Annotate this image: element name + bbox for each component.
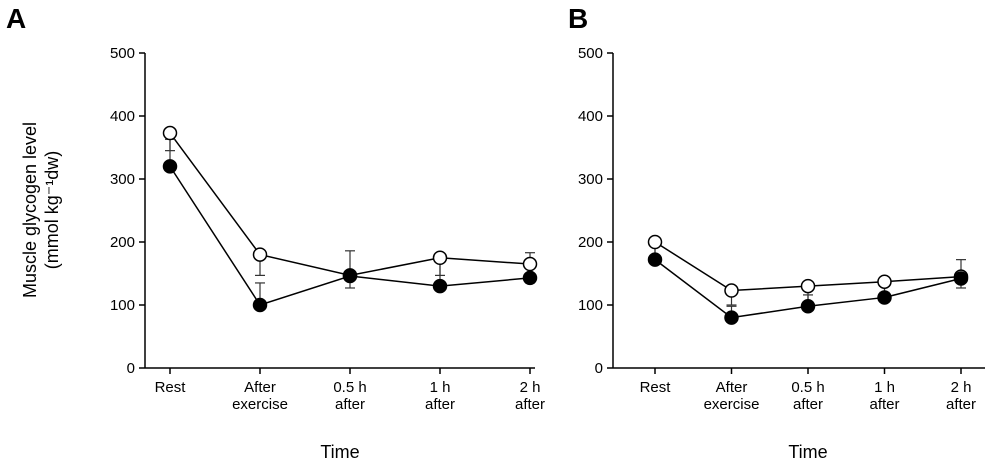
- x-tick-label-b-3: 1 h after: [869, 379, 899, 413]
- y-axis-title: Muscle glycogen level (mmol kg⁻¹dw): [20, 122, 62, 298]
- data-point-a-open-1: [252, 247, 268, 262]
- y-tick-label-b-3: 300: [578, 171, 603, 188]
- x-axis-title-b: Time: [788, 442, 827, 462]
- data-point-a-open-0: [162, 125, 178, 141]
- chart-panel-a: 0 100 200 300 400 500 Rest After exercise 0.5 h af…: [110, 45, 545, 413]
- data-point-b-open-0: [647, 234, 663, 250]
- x-tick-label-b-1: After exercise: [704, 379, 760, 413]
- y-axis-title-line2: (mmol kg⁻¹dw): [42, 151, 62, 270]
- data-point-b-open-2: [800, 278, 816, 294]
- y-axis-title-line1: Muscle glycogen level: [20, 122, 40, 298]
- x-tick-label-a-4: 2 h after: [515, 379, 545, 413]
- data-point-a-filled-0: [162, 159, 178, 174]
- y-tick-label-b-1: 100: [578, 297, 603, 314]
- y-tick-label-b-2: 200: [578, 234, 603, 251]
- x-tick-label-a-2: 0.5 h after: [333, 379, 366, 413]
- y-tick-label-a-5: 500: [110, 45, 135, 62]
- x-tick-label-b-2: 0.5 h after: [791, 379, 824, 413]
- y-tick-label-b-5: 500: [578, 45, 603, 62]
- x-axis-title-a: Time: [320, 442, 359, 462]
- data-point-a-filled-3: [432, 278, 448, 294]
- data-point-a-filled-1: [252, 297, 268, 313]
- y-tick-label-a-1: 100: [110, 297, 135, 314]
- data-point-b-filled-0: [647, 252, 663, 267]
- data-point-a-filled-2: [342, 268, 358, 284]
- data-point-b-open-3: [877, 274, 892, 289]
- x-tick-label-b-4: 2 h after: [946, 379, 976, 413]
- y-tick-label-a-4: 400: [110, 108, 135, 125]
- x-tick-label-a-0: Rest: [155, 379, 187, 396]
- x-tick-label-a-1: After exercise: [232, 379, 288, 413]
- data-point-b-filled-2: [800, 299, 816, 314]
- panel-label-a: A: [6, 3, 26, 34]
- y-tick-label-a-0: 0: [127, 360, 135, 377]
- chart-panel-b: 0 100 200 300 400 500 Rest After exercise 0.5 h af…: [578, 45, 985, 413]
- data-point-a-filled-4: [522, 270, 538, 286]
- y-tick-label-a-3: 300: [110, 171, 135, 188]
- y-tick-label-b-0: 0: [595, 360, 603, 377]
- y-tick-label-b-4: 400: [578, 108, 603, 125]
- data-point-b-open-1: [724, 283, 739, 298]
- x-tick-label-a-3: 1 h after: [425, 379, 455, 413]
- data-point-b-filled-3: [877, 290, 892, 305]
- panel-label-b: B: [568, 3, 588, 34]
- x-tick-label-b-0: Rest: [640, 379, 672, 396]
- data-point-b-filled-4: [953, 271, 969, 286]
- data-point-a-open-4: [522, 256, 538, 272]
- y-tick-label-a-2: 200: [110, 234, 135, 251]
- data-point-b-filled-1: [724, 310, 739, 325]
- data-point-a-open-3: [432, 250, 448, 265]
